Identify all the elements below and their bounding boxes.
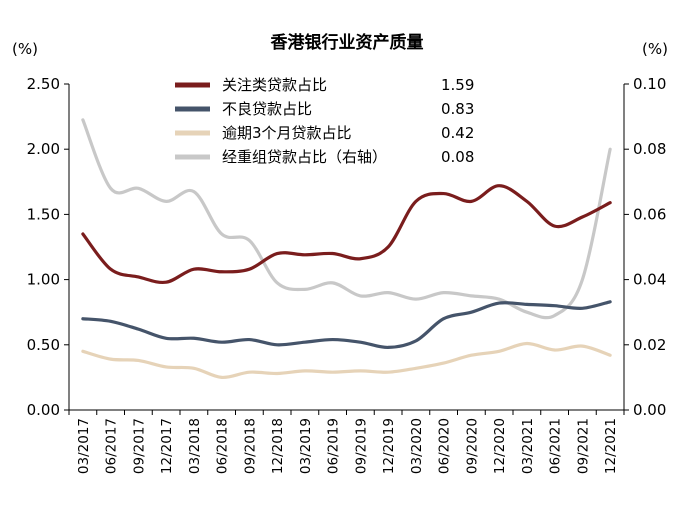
- left-tick-label: 1.50: [27, 205, 60, 223]
- x-tick-label: 12/2019: [381, 418, 397, 474]
- x-tick-label: 09/2017: [131, 418, 147, 474]
- x-tick-label: 06/2020: [437, 418, 453, 474]
- x-tick-label: 06/2017: [104, 418, 120, 474]
- legend-value-overdue-3m: 0.42: [441, 124, 474, 142]
- x-tick-label: 09/2020: [464, 418, 480, 474]
- chart-title: 香港银行业资产质量: [271, 32, 424, 53]
- right-axis-unit: (%): [642, 40, 668, 58]
- legend-label-npl: 不良贷款占比: [222, 100, 312, 118]
- left-tick-label: 2.50: [27, 75, 60, 93]
- x-axis-ticks: 03/2017 06/2017 09/2017 12/2017 03/2018 06/20…: [68, 410, 625, 474]
- right-tick-label: 0.10: [633, 75, 666, 93]
- left-axis-unit: (%): [12, 40, 38, 58]
- right-tick-label: 0.02: [633, 336, 666, 354]
- x-tick-label: 03/2017: [76, 418, 92, 474]
- x-tick-label: 12/2017: [159, 418, 175, 474]
- legend-label-watch-loans: 关注类贷款占比: [222, 76, 327, 94]
- left-tick-label: 0.50: [27, 336, 60, 354]
- x-tick-label: 09/2019: [353, 418, 369, 474]
- series-line-restructured: [81, 118, 612, 320]
- legend-value-watch-loans: 1.59: [441, 76, 474, 94]
- legend-value-npl: 0.83: [441, 100, 474, 118]
- legend-label-restructured: 经重组贷款占比（右轴）: [222, 148, 387, 166]
- series-line-watch-loans: [81, 184, 612, 285]
- right-tick-label: 0.04: [633, 271, 666, 289]
- series-line-overdue-3m: [81, 341, 612, 380]
- x-tick-label: 03/2020: [409, 418, 425, 474]
- series-lines: [81, 118, 612, 380]
- left-tick-label: 2.00: [27, 140, 60, 158]
- left-tick-label: 1.00: [27, 271, 60, 289]
- x-tick-label: 12/2018: [270, 418, 286, 474]
- x-tick-label: 06/2018: [215, 418, 231, 474]
- left-tick-label: 0.00: [27, 401, 60, 419]
- right-tick-label: 0.00: [633, 401, 666, 419]
- right-tick-label: 0.08: [633, 140, 666, 158]
- x-tick-label: 06/2021: [548, 418, 564, 474]
- left-axis-ticks: 0.00 0.50 1.00 1.50 2.00 2.50: [27, 75, 69, 419]
- series-line-npl: [81, 300, 612, 350]
- right-tick-label: 0.06: [633, 205, 666, 223]
- x-tick-label: 12/2020: [492, 418, 508, 474]
- x-tick-label: 03/2018: [187, 418, 203, 474]
- x-tick-label: 09/2018: [242, 418, 258, 474]
- x-tick-label: 03/2019: [298, 418, 314, 474]
- legend-label-overdue-3m: 逾期3个月贷款占比: [222, 124, 352, 142]
- legend: 关注类贷款占比 1.59 不良贷款占比 0.83 逾期3个月贷款占比 0.42 经重组贷款占…: [175, 76, 474, 166]
- x-tick-label: 03/2021: [520, 418, 536, 474]
- x-tick-label: 12/2021: [603, 418, 619, 474]
- legend-value-restructured: 0.08: [441, 148, 474, 166]
- x-tick-label: 09/2021: [575, 418, 591, 474]
- right-axis-ticks: 0.00 0.02 0.04 0.06 0.08 0.10: [624, 75, 666, 419]
- x-tick-label: 06/2019: [326, 418, 342, 474]
